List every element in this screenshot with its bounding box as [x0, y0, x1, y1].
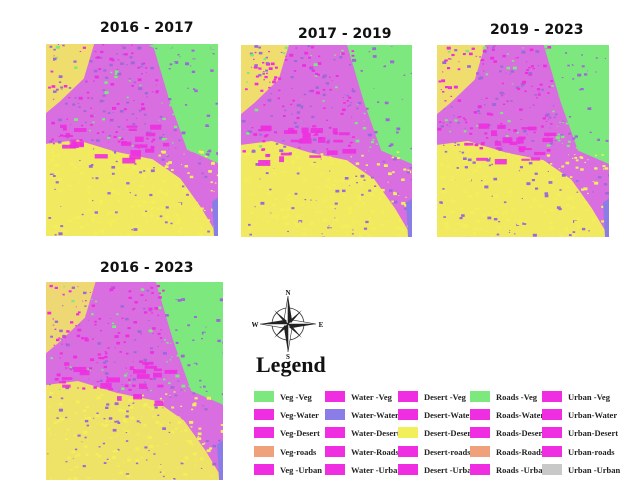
compass-west-label: W: [252, 321, 259, 329]
legend-swatch: [542, 427, 562, 438]
legend-label: Water-Desert: [351, 428, 400, 438]
panel-title-2017-2019: 2017 - 2019: [298, 26, 392, 42]
legend-label: Veg-Desert: [280, 428, 320, 438]
legend-label: Desert -Urban: [424, 465, 477, 475]
legend-swatch: [254, 391, 274, 402]
legend-swatch: [398, 409, 418, 420]
legend-swatch: [470, 464, 490, 475]
legend-label: Roads-Roads: [496, 447, 545, 457]
panel-title-2016-2017: 2016 - 2017: [100, 20, 194, 36]
legend-swatch: [325, 409, 345, 420]
legend-label: Desert-roads: [424, 447, 471, 457]
legend-label: Veg-Water: [280, 410, 319, 420]
change-map-2016-2017: [46, 44, 218, 236]
legend-label: Water-Roads: [351, 447, 399, 457]
legend-swatch: [470, 427, 490, 438]
legend-label: Water -Urban: [351, 465, 403, 475]
legend-label: Desert -Veg: [424, 392, 466, 402]
legend-label: Roads-Water: [496, 410, 545, 420]
legend-label: Roads-Desert: [496, 428, 546, 438]
legend-label: Roads -Veg: [496, 392, 538, 402]
legend-label: Veg -Veg: [280, 392, 312, 402]
legend-label: Desert-Water: [424, 410, 474, 420]
legend-swatch: [470, 409, 490, 420]
legend-swatch: [254, 427, 274, 438]
legend-label: Urban -Veg: [568, 392, 610, 402]
legend-swatch: [325, 464, 345, 475]
legend-label: Water-Water: [351, 410, 399, 420]
legend-label: Veg -Urban: [280, 465, 322, 475]
legend-swatch: [254, 464, 274, 475]
legend-label: Urban-roads: [568, 447, 615, 457]
legend-swatch: [398, 446, 418, 457]
legend-swatch: [254, 446, 274, 457]
legend-swatch: [542, 446, 562, 457]
legend-swatch: [542, 409, 562, 420]
compass-east-label: E: [319, 321, 324, 329]
legend-label: Water -Veg: [351, 392, 392, 402]
legend-label: Roads -Urban: [496, 465, 548, 475]
legend-swatch: [398, 391, 418, 402]
compass-south-label: S: [286, 353, 290, 360]
panel-title-2019-2023: 2019 - 2023: [490, 22, 584, 38]
compass-rose-icon: N S E W: [252, 289, 324, 360]
change-map-2019-2023: [437, 45, 609, 237]
legend-swatch: [542, 464, 562, 475]
legend-label: Urban-Water: [568, 410, 618, 420]
legend-swatch: [470, 446, 490, 457]
legend-swatch: [325, 427, 345, 438]
legend-swatch: [325, 391, 345, 402]
legend-label: Desert-Desert: [424, 428, 475, 438]
panel-title-2016-2023: 2016 - 2023: [100, 260, 194, 276]
legend-label: Urban-Desert: [568, 428, 619, 438]
change-map-2016-2023: [46, 282, 223, 480]
change-map-2017-2019: [241, 45, 412, 237]
legend-label: Veg-roads: [280, 447, 317, 457]
legend-swatch: [398, 427, 418, 438]
legend-swatch: [254, 409, 274, 420]
legend-title: Legend: [256, 352, 326, 377]
legend-swatch: [398, 464, 418, 475]
legend-label: Urban -Urban: [568, 465, 621, 475]
legend-swatch: [470, 391, 490, 402]
legend-swatch: [542, 391, 562, 402]
compass-north-label: N: [285, 289, 290, 297]
legend-swatch: [325, 446, 345, 457]
